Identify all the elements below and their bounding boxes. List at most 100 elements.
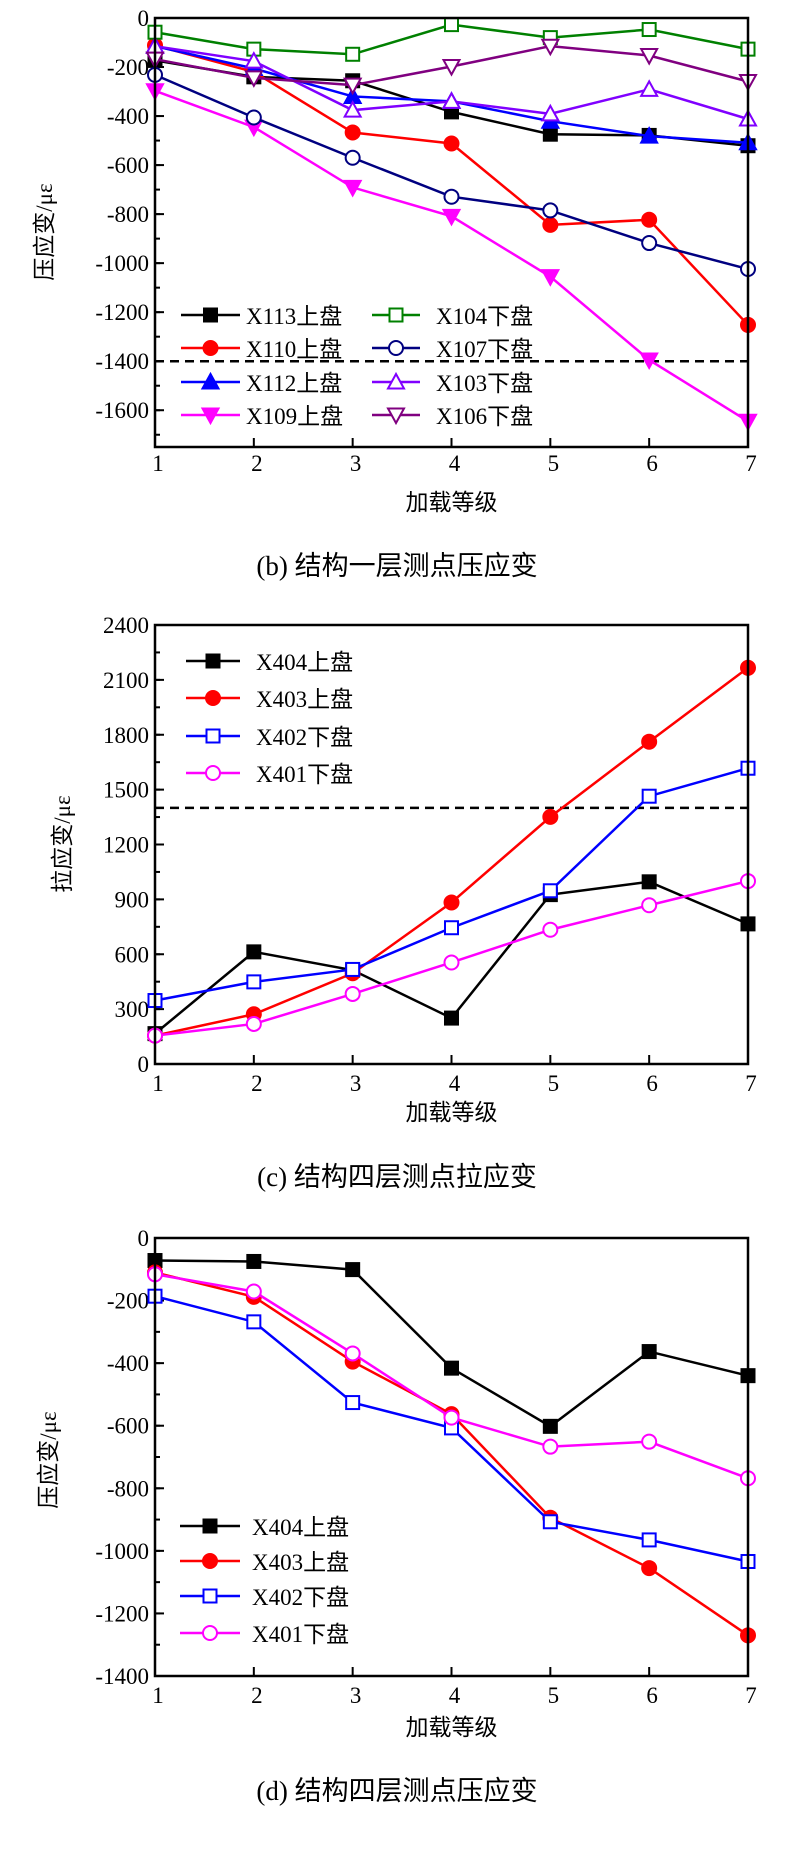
legend-marker	[202, 1553, 218, 1569]
legend-entry: X109上盘	[181, 404, 343, 429]
data-point	[344, 985, 361, 1002]
y-tick-label: -800	[107, 202, 149, 227]
legend-label: X106下盘	[436, 404, 533, 429]
data-point	[443, 894, 460, 911]
data-point	[342, 77, 363, 96]
data-point	[542, 883, 558, 899]
y-tick-label: -600	[107, 153, 149, 178]
chart-caption: (d) 结构四层测点压应变	[256, 1776, 537, 1806]
x-axis-label: 加载等级	[406, 1100, 498, 1125]
legend-marker	[205, 690, 221, 706]
y-tick-label: 900	[115, 887, 150, 912]
y-tick-label: -1200	[95, 1601, 149, 1626]
x-tick-label: 1	[152, 451, 164, 476]
x-tick-label: 4	[449, 451, 461, 476]
data-point	[344, 149, 361, 166]
plot-frame	[153, 1236, 750, 1678]
y-tick-label: 0	[138, 1226, 150, 1251]
x-tick-label: 5	[548, 1683, 560, 1708]
data-point	[345, 1262, 361, 1278]
data-point	[441, 208, 462, 227]
y-tick-label: -1000	[95, 1539, 149, 1564]
data-point	[342, 179, 363, 198]
data-point	[444, 920, 459, 936]
legend-entry: X402下盘	[186, 725, 353, 750]
plot-frame	[153, 623, 750, 1066]
y-tick-label: 0	[138, 6, 150, 31]
y-tick-label: -400	[107, 1351, 149, 1376]
y-tick-label: -200	[107, 1289, 149, 1314]
y-tick-label: 1500	[103, 778, 149, 803]
data-point	[345, 961, 361, 977]
x-tick-label: 7	[745, 451, 757, 476]
data-point	[245, 1015, 262, 1032]
legend-label: X402下盘	[256, 725, 353, 750]
data-point	[542, 216, 559, 233]
legend-marker	[202, 1518, 218, 1534]
legend-marker	[200, 371, 221, 390]
legend-label: X109上盘	[246, 404, 343, 429]
series-line-X404上盘	[154, 1259, 749, 1428]
legend-marker	[205, 728, 221, 744]
y-tick-label: 2100	[103, 668, 149, 693]
x-tick-label: 5	[548, 1071, 560, 1096]
data-point	[246, 974, 262, 990]
data-point	[245, 109, 262, 126]
data-point	[443, 1409, 460, 1426]
data-point	[542, 1514, 558, 1530]
legend-entry: X404上盘	[186, 650, 353, 675]
x-tick-label: 3	[350, 451, 362, 476]
data-point	[345, 1395, 361, 1411]
data-point	[540, 38, 561, 57]
legend-marker	[388, 340, 404, 356]
data-point	[641, 733, 658, 750]
data-point	[641, 1433, 658, 1450]
legend-label: X110上盘	[246, 337, 342, 362]
data-point	[639, 48, 659, 66]
data-point	[443, 135, 460, 152]
y-tick-label: -1400	[95, 1664, 149, 1689]
x-tick-label: 7	[745, 1683, 757, 1708]
y-tick-label: -1200	[95, 300, 149, 325]
legend-marker	[202, 340, 219, 356]
data-point	[542, 1438, 559, 1455]
x-axis-label: 加载等级	[406, 1715, 498, 1740]
x-tick-label: 6	[646, 1683, 658, 1708]
y-tick-label: -800	[107, 1476, 149, 1501]
data-point	[641, 235, 658, 252]
data-point	[345, 46, 361, 62]
y-tick-label: -400	[107, 104, 149, 129]
legend-marker	[205, 765, 221, 781]
x-tick-label: 2	[251, 1683, 263, 1708]
legend-entry: X110上盘	[181, 337, 342, 362]
y-tick-label: -600	[107, 1414, 149, 1439]
legend-label: X401下盘	[252, 1622, 349, 1647]
data-point	[245, 1283, 262, 1300]
legend-entry: X404上盘	[180, 1515, 349, 1540]
data-point	[344, 1345, 361, 1362]
data-point	[641, 1560, 658, 1577]
x-tick-label: 1	[152, 1683, 164, 1708]
legend-entry: X112上盘	[181, 371, 342, 396]
chart-b: 0 -200 -400 -600 -800 -1000 -1200 -1400 -1600 1 2 3…	[32, 6, 758, 581]
legend-label: X401下盘	[256, 762, 353, 787]
data-point	[342, 100, 363, 118]
x-tick-label: 3	[350, 1071, 362, 1096]
y-axis-label: 拉应变/με	[50, 795, 75, 892]
y-tick-label: 0	[138, 1052, 150, 1077]
legend-marker	[200, 407, 221, 426]
data-point	[639, 79, 659, 97]
legend-entry: X104下盘	[372, 304, 533, 329]
data-point	[441, 59, 462, 77]
legend-entry: X103下盘	[372, 371, 533, 396]
data-point	[641, 897, 658, 914]
y-tick-label: 1800	[103, 723, 149, 748]
data-point	[443, 954, 460, 971]
data-point	[639, 126, 659, 144]
x-tick-label: 6	[646, 1071, 658, 1096]
legend-entry: X113上盘	[181, 304, 342, 329]
legend-label: X403上盘	[252, 1550, 349, 1575]
legend-label: X112上盘	[246, 371, 342, 396]
